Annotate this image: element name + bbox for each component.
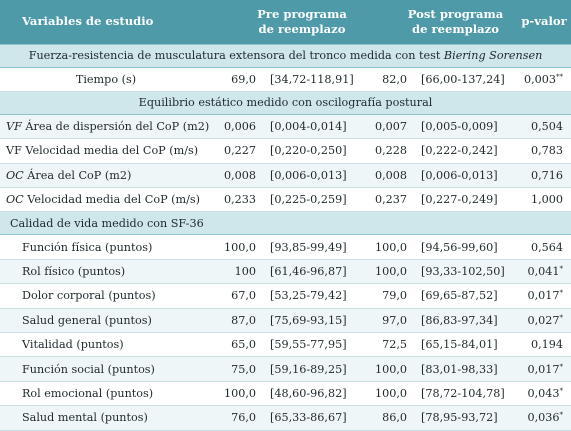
section-equilibrio: Equilibrio estático medido con oscilogra… — [0, 90, 571, 115]
table-row: Dolor corporal (puntos) 67,0 [53,25-79,4… — [0, 283, 571, 309]
table-header: Variables de estudio Pre programa de reem… — [0, 0, 571, 44]
header-variables: Variables de estudio — [22, 14, 154, 29]
table-row: VF Velocidad media del CoP (m/s) 0,227 [… — [0, 138, 571, 164]
table-row: Salud general (puntos) 87,0 [75,69-93,15… — [0, 308, 571, 334]
header-post: Post programa de reemplazo — [407, 6, 504, 36]
header-pre: Pre programa de reemplazo — [257, 6, 347, 36]
table-row: Salud mental (puntos) 76,0 [65,33-86,67]… — [0, 405, 571, 431]
table-row: Función social (puntos) 75,0 [59,16-89,2… — [0, 356, 571, 382]
section-calidad: Calidad de vida medido con SF-36 — [0, 211, 571, 236]
table-row: OC Área del CoP (m2) 0,008 [0,006-0,013]… — [0, 163, 571, 189]
header-pvalue: p-valor — [521, 14, 567, 29]
table-row: OC Velocidad media del CoP (m/s) 0,233 [… — [0, 187, 571, 213]
table-row: Rol físico (puntos) 100 [61,46-96,87] 10… — [0, 259, 571, 285]
table-row: Rol emocional (puntos) 100,0 [48,60-96,8… — [0, 381, 571, 407]
table-row: Vitalidad (puntos) 65,0 [59,55-77,95] 72… — [0, 332, 571, 358]
table-row: Función física (puntos) 100,0 [93,85-99,… — [0, 234, 571, 260]
section-fuerza: Fuerza-resistencia de musculatura extens… — [0, 43, 571, 68]
table-row: Tiempo (s) 69,0 [34,72-118,91] 82,0 [66,… — [0, 67, 571, 92]
table-row: VF Área de dispersión del CoP (m2) 0,006… — [0, 114, 571, 140]
